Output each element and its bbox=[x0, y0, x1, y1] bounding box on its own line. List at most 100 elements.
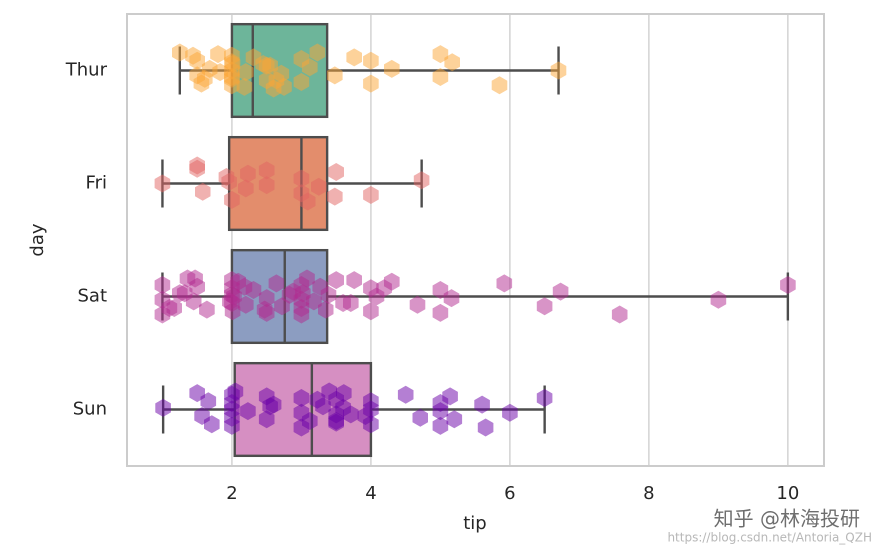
point bbox=[363, 186, 379, 204]
point bbox=[309, 43, 326, 62]
point bbox=[161, 299, 178, 317]
point bbox=[474, 395, 490, 414]
point bbox=[224, 55, 241, 73]
point bbox=[224, 190, 240, 209]
point bbox=[442, 387, 458, 406]
point bbox=[327, 187, 343, 206]
point bbox=[185, 46, 201, 65]
point bbox=[240, 402, 256, 421]
point bbox=[432, 303, 449, 322]
y-tick-label: Thur bbox=[65, 60, 108, 81]
x-axis-label: tip bbox=[463, 513, 486, 534]
point bbox=[536, 389, 553, 407]
point bbox=[397, 385, 414, 404]
point bbox=[262, 397, 278, 416]
point bbox=[343, 294, 359, 312]
point bbox=[552, 282, 569, 301]
point bbox=[189, 156, 205, 175]
point bbox=[224, 416, 240, 435]
point bbox=[550, 61, 567, 80]
point bbox=[412, 408, 428, 427]
y-axis-label: day bbox=[27, 223, 48, 256]
point bbox=[346, 271, 362, 290]
point bbox=[154, 276, 171, 294]
point bbox=[212, 63, 228, 82]
point bbox=[258, 176, 275, 195]
point bbox=[384, 59, 400, 78]
point bbox=[210, 45, 226, 64]
point bbox=[328, 163, 344, 181]
point bbox=[343, 405, 359, 424]
point bbox=[221, 172, 237, 191]
point bbox=[240, 164, 256, 183]
x-tick-label: 2 bbox=[226, 483, 237, 504]
point bbox=[155, 398, 171, 417]
point bbox=[363, 400, 379, 419]
point bbox=[502, 403, 518, 422]
point bbox=[346, 48, 362, 67]
point bbox=[293, 299, 310, 317]
point bbox=[302, 58, 318, 77]
watermark: 知乎 @林海投研 bbox=[714, 507, 860, 531]
point bbox=[306, 292, 322, 311]
y-tick-label: Sun bbox=[73, 399, 107, 420]
point bbox=[409, 295, 426, 314]
point bbox=[224, 69, 240, 88]
x-tick-label: 10 bbox=[776, 483, 799, 504]
point bbox=[258, 161, 275, 180]
y-tick-label: Sat bbox=[77, 286, 107, 307]
point bbox=[477, 418, 494, 437]
x-tick-label: 4 bbox=[365, 483, 376, 504]
point bbox=[444, 53, 460, 72]
point bbox=[311, 177, 327, 196]
point bbox=[238, 179, 254, 198]
point bbox=[293, 73, 310, 91]
point bbox=[268, 274, 285, 293]
point bbox=[172, 43, 188, 62]
point bbox=[236, 277, 253, 296]
point bbox=[222, 292, 238, 311]
point bbox=[496, 274, 513, 293]
point bbox=[363, 302, 379, 321]
point bbox=[293, 169, 310, 188]
point bbox=[432, 416, 449, 435]
point bbox=[187, 269, 203, 288]
point bbox=[204, 415, 220, 434]
plot-frame bbox=[126, 13, 825, 467]
point bbox=[293, 389, 310, 407]
point bbox=[432, 45, 449, 64]
point bbox=[195, 182, 211, 201]
point bbox=[491, 76, 508, 95]
point bbox=[268, 71, 285, 90]
watermark-url: https://blog.csdn.net/Antoria_QZH bbox=[667, 531, 872, 545]
point bbox=[200, 392, 217, 411]
point bbox=[176, 284, 193, 303]
point bbox=[299, 192, 316, 211]
point bbox=[274, 297, 290, 316]
x-tick-label: 6 bbox=[504, 483, 515, 504]
point bbox=[327, 66, 343, 85]
point bbox=[413, 171, 430, 190]
point bbox=[256, 300, 273, 319]
point bbox=[302, 412, 318, 430]
point bbox=[328, 412, 344, 430]
point bbox=[199, 300, 215, 319]
point bbox=[432, 402, 449, 421]
point bbox=[376, 279, 392, 298]
point bbox=[363, 51, 379, 70]
point bbox=[336, 384, 352, 403]
point bbox=[363, 415, 379, 434]
point bbox=[780, 276, 796, 294]
point bbox=[299, 269, 315, 288]
x-tick-label: 8 bbox=[643, 483, 654, 504]
point bbox=[443, 289, 460, 308]
point bbox=[262, 56, 278, 75]
point bbox=[710, 290, 727, 309]
point bbox=[611, 305, 628, 324]
y-tick-label: Fri bbox=[86, 173, 107, 194]
point bbox=[309, 390, 326, 409]
point bbox=[197, 69, 213, 88]
point bbox=[318, 300, 334, 319]
point bbox=[281, 285, 298, 304]
point bbox=[238, 295, 254, 314]
